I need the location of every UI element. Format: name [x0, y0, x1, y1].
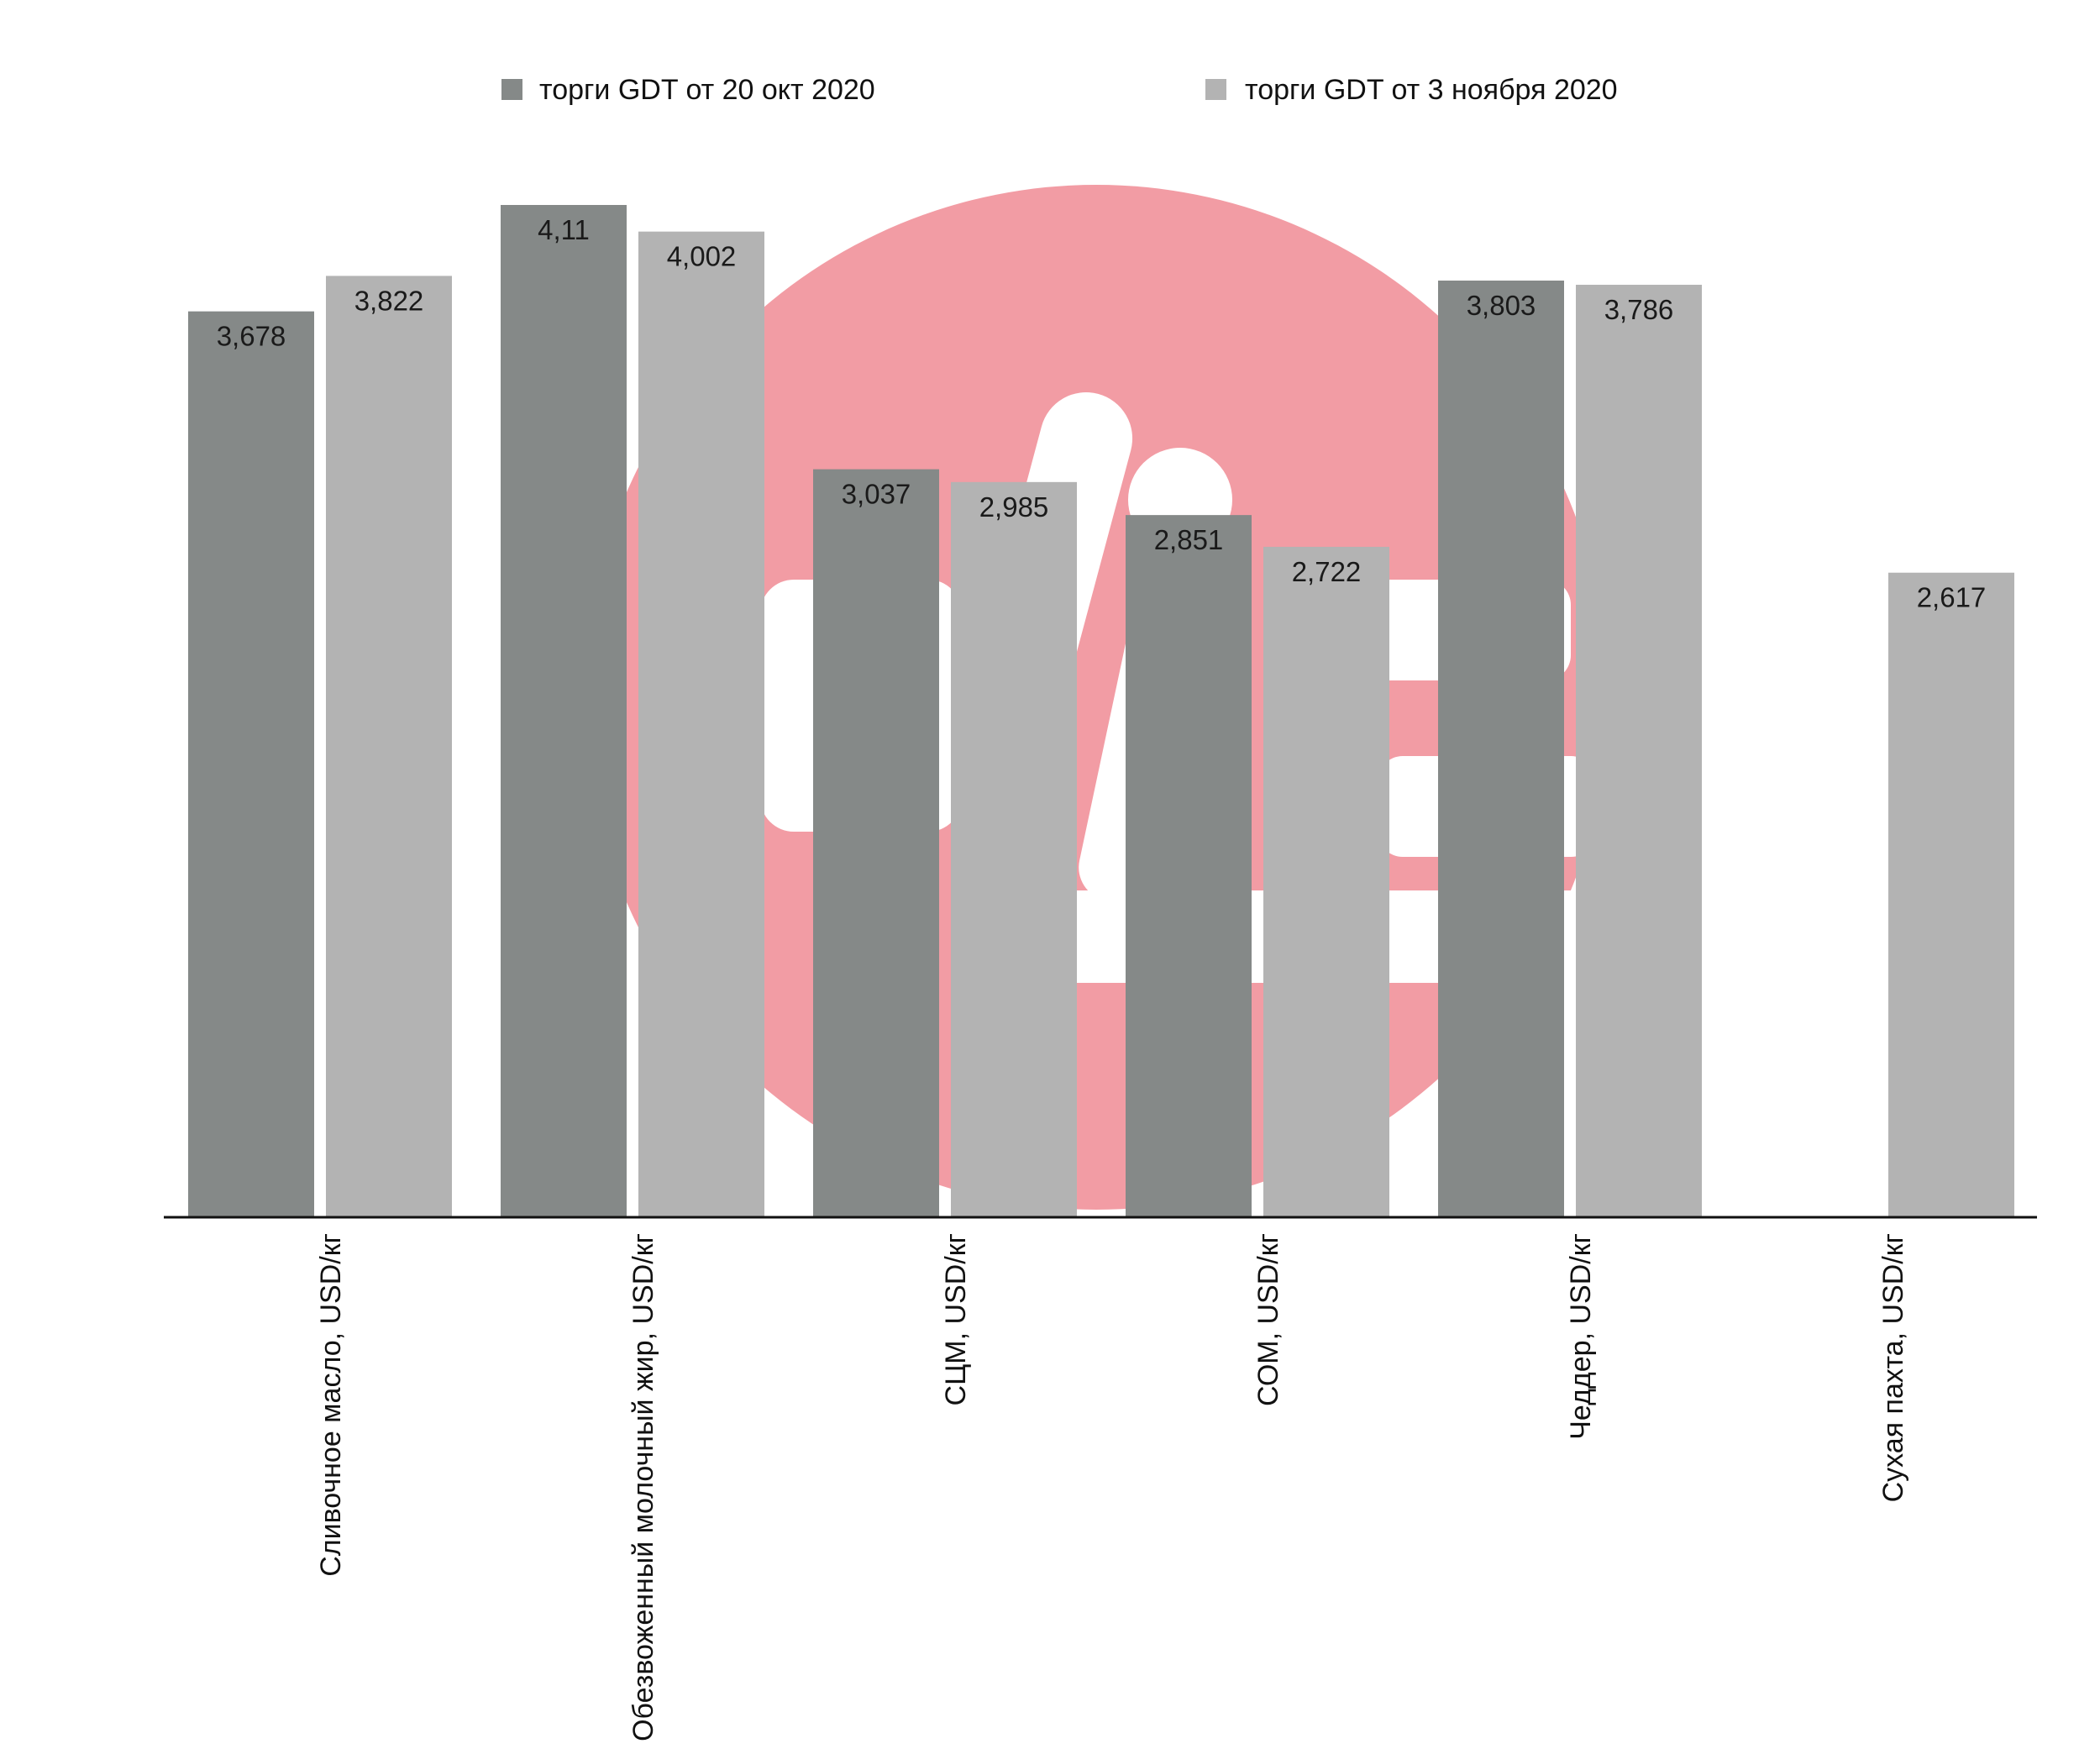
x-tick-label-4: СОМ, USD/кг — [1252, 1233, 1284, 1406]
x-tick-label-3: СЦМ, USD/кг — [940, 1233, 972, 1405]
bar-series-1-category-4 — [1126, 515, 1252, 1217]
legend-label-series-1: торги GDT от 20 окт 2020 — [539, 74, 875, 106]
x-tick-label-6: Сухая пахта, USD/кг — [1877, 1233, 1909, 1502]
data-label-series-2-category-4: 2,722 — [1292, 556, 1362, 587]
x-tick-label-2: Обезвоженный молочный жир, USD/кг — [627, 1233, 659, 1741]
bar-series-1-category-1 — [188, 311, 314, 1217]
data-label-series-2-category-6: 2,617 — [1917, 582, 1987, 613]
bar-series-1-category-3 — [813, 469, 939, 1217]
data-label-series-2-category-5: 3,786 — [1604, 294, 1674, 325]
bar-series-2-category-1 — [326, 276, 452, 1217]
data-label-series-1-category-3: 3,037 — [842, 479, 911, 510]
bar-series-2-category-2 — [638, 231, 764, 1217]
data-label-series-2-category-2: 4,002 — [667, 241, 737, 272]
x-tick-label-5: Чеддер, USD/кг — [1565, 1233, 1597, 1440]
bar-series-1-category-2 — [501, 205, 627, 1217]
data-label-series-1-category-4: 2,851 — [1154, 524, 1224, 555]
data-labels-group: 3,678 3,822 4,11 4,002 3,037 2,985 2,851 2,722 3… — [217, 214, 1987, 613]
legend-label-series-2: торги GDT от 3 ноября 2020 — [1245, 74, 1618, 106]
data-label-series-2-category-3: 2,985 — [979, 491, 1049, 523]
legend-swatch-series-1 — [501, 79, 522, 100]
bar-series-2-category-6 — [1888, 572, 2014, 1217]
bar-series-2-category-3 — [951, 481, 1077, 1217]
bars-group — [188, 205, 2014, 1218]
legend-swatch-series-2 — [1205, 79, 1226, 100]
data-label-series-1-category-5: 3,803 — [1467, 290, 1536, 321]
bar-series-2-category-5 — [1576, 284, 1702, 1218]
data-label-series-2-category-1: 3,822 — [354, 285, 424, 316]
bar-series-1-category-5 — [1438, 281, 1564, 1217]
data-label-series-1-category-2: 4,11 — [538, 214, 590, 245]
chart-legend: торги GDT от 20 окт 2020 торги GDT от 3 … — [501, 74, 1618, 106]
x-tick-labels-group: Сливочное масло, USD/кг Обезвоженный моло… — [315, 1233, 1909, 1741]
bar-series-2-category-4 — [1263, 546, 1389, 1217]
x-tick-label-1: Сливочное масло, USD/кг — [315, 1233, 347, 1577]
data-label-series-1-category-1: 3,678 — [217, 321, 286, 352]
